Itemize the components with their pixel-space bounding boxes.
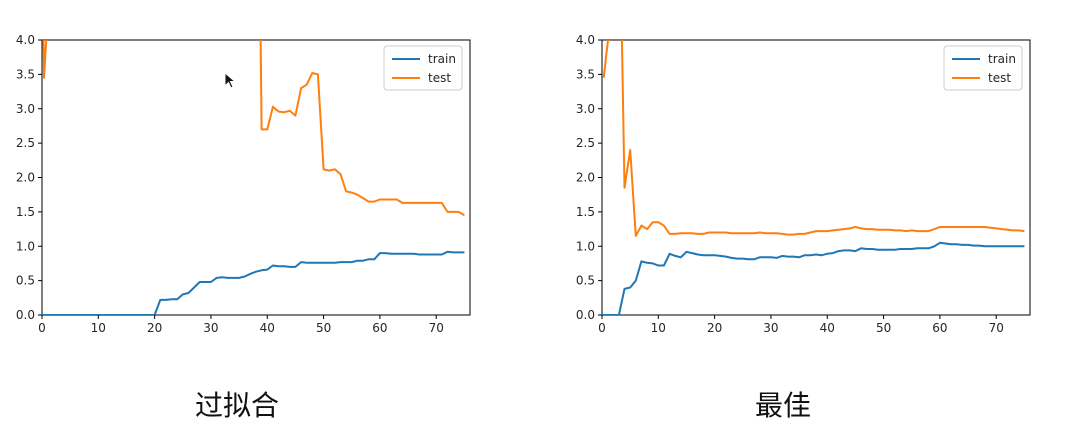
y-tick-label: 2.5 bbox=[16, 136, 35, 150]
x-tick-label: 20 bbox=[147, 321, 162, 335]
series-line-test bbox=[620, 40, 1025, 237]
y-tick-label: 0.5 bbox=[16, 274, 35, 288]
y-tick-label: 4.0 bbox=[16, 33, 35, 47]
x-tick-label: 40 bbox=[260, 321, 275, 335]
series-line-test bbox=[259, 40, 465, 217]
y-tick-label: 1.0 bbox=[16, 239, 35, 253]
x-tick-label: 40 bbox=[820, 321, 835, 335]
series-line-test bbox=[42, 40, 48, 79]
x-tick-label: 0 bbox=[38, 321, 46, 335]
x-tick-label: 30 bbox=[203, 321, 218, 335]
legend-label-test: test bbox=[428, 71, 451, 85]
y-tick-label: 2.0 bbox=[16, 171, 35, 185]
y-tick-label: 0.0 bbox=[16, 308, 35, 322]
legend-label-test: test bbox=[988, 71, 1011, 85]
x-tick-label: 70 bbox=[429, 321, 444, 335]
x-tick-label: 20 bbox=[707, 321, 722, 335]
legend-label-train: train bbox=[988, 52, 1016, 66]
series-line-test bbox=[602, 40, 610, 78]
x-tick-label: 10 bbox=[651, 321, 666, 335]
y-tick-label: 1.5 bbox=[576, 205, 595, 219]
x-tick-label: 0 bbox=[598, 321, 606, 335]
y-tick-label: 2.5 bbox=[576, 136, 595, 150]
series-line-train bbox=[42, 250, 465, 315]
chart-panel-best: 0 10 20 30 40 50 60 70 0.0 0.5 1.0 1.5 2.0 2.5 3.0 3.5 4… bbox=[576, 33, 1031, 335]
caption-best: 最佳 bbox=[754, 389, 812, 422]
chart-panel-overfitting: 0 10 20 30 40 50 60 70 0.0 0.5 1.0 1.5 2.0 2.5 3.0 3.5 4… bbox=[16, 33, 471, 335]
y-tick-label: 0.0 bbox=[576, 308, 595, 322]
y-tick-label: 1.0 bbox=[576, 239, 595, 253]
x-tick-label: 10 bbox=[91, 321, 106, 335]
series-line-train bbox=[602, 241, 1025, 315]
x-tick-label: 70 bbox=[989, 321, 1004, 335]
y-tick-label: 1.5 bbox=[16, 205, 35, 219]
y-tick-label: 3.0 bbox=[576, 102, 595, 116]
x-tick-label: 60 bbox=[932, 321, 947, 335]
y-tick-label: 3.5 bbox=[576, 67, 595, 81]
y-tick-label: 4.0 bbox=[576, 33, 595, 47]
y-tick-label: 0.5 bbox=[576, 274, 595, 288]
caption-overfitting: 过拟合 bbox=[194, 389, 280, 422]
y-tick-label: 2.0 bbox=[576, 171, 595, 185]
y-tick-label: 3.5 bbox=[16, 67, 35, 81]
x-tick-label: 50 bbox=[876, 321, 891, 335]
mouse-pointer-icon bbox=[224, 72, 237, 89]
y-tick-label: 3.0 bbox=[16, 102, 35, 116]
x-tick-label: 30 bbox=[763, 321, 778, 335]
x-tick-label: 50 bbox=[316, 321, 331, 335]
x-tick-label: 60 bbox=[372, 321, 387, 335]
legend-label-train: train bbox=[428, 52, 456, 66]
